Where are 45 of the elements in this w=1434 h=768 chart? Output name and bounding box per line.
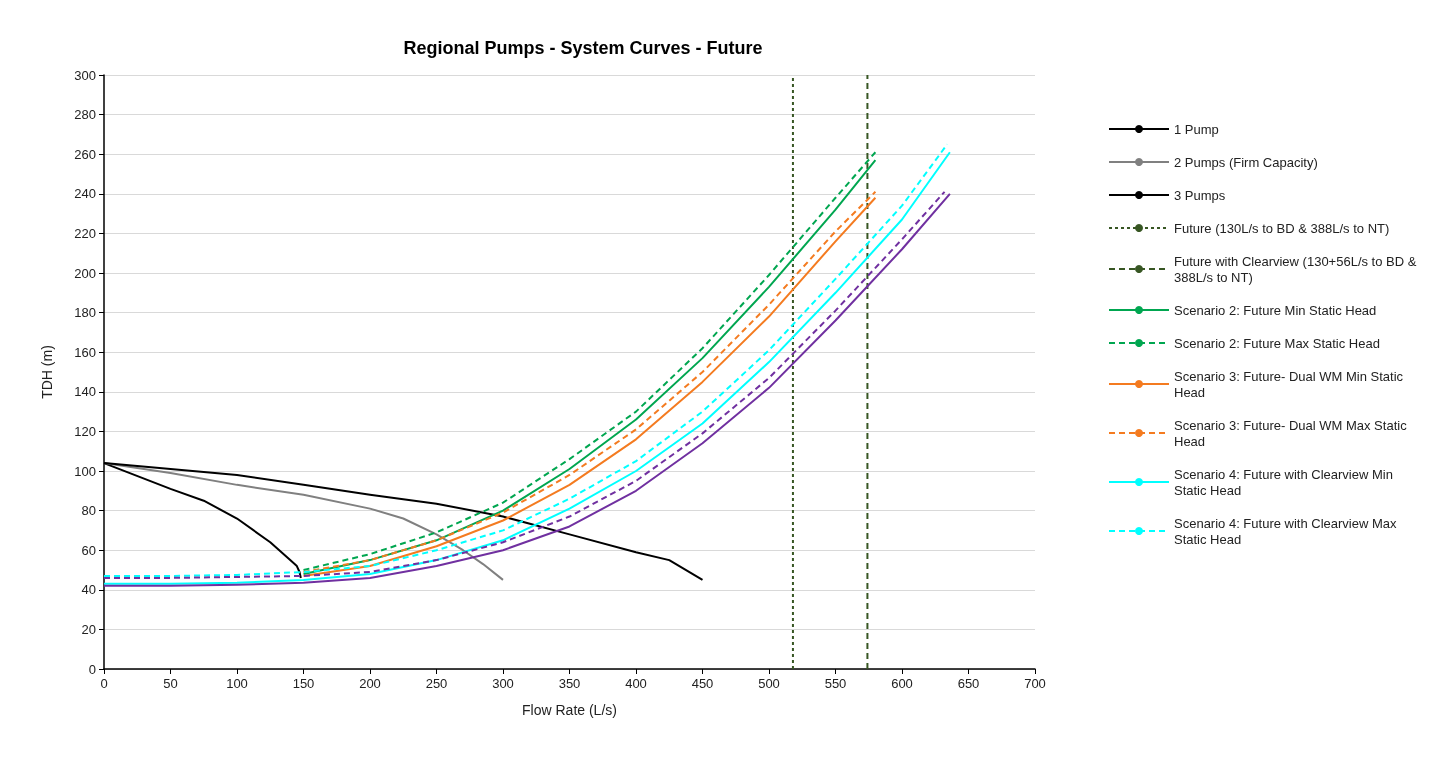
y-axis-title: TDH (m) [39,345,55,399]
legend-label: Scenario 4: Future with Clearview Max Static Head [1174,515,1401,547]
legend-label: Scenario 2: Future Min Static Head [1174,302,1377,318]
y-tick-label: 260 [74,146,96,162]
x-tick-label: 450 [691,676,714,691]
y-tick-label: 180 [74,305,96,321]
x-tick-label: 550 [824,676,847,691]
x-tick-label: 50 [163,676,178,691]
y-tick-label: 220 [74,225,96,241]
x-axis-title: Flow Rate (L/s) [522,702,617,718]
chart-title: Regional Pumps - System Curves - Future [403,38,763,58]
legend-label: Scenario 2: Future Max Static Head [1174,335,1380,351]
legend-label: Scenario 4: Future with Clearview Min Static Head [1174,466,1397,498]
x-tick-label: 250 [425,676,448,691]
y-tick-label: 0 [88,661,96,677]
x-tick-label: 100 [226,676,248,691]
x-tick-label: 200 [359,676,381,691]
legend-label: Scenario 3: Future- Dual WM Max Static Head [1174,417,1411,449]
y-tick-label: 200 [74,265,96,281]
legend-label: Future (130L/s to BD & 388L/s to NT) [1174,220,1390,236]
y-tick-label: 100 [74,463,96,479]
y-tick-label: 60 [81,542,96,558]
y-tick-label: 80 [81,503,96,519]
legend-label: Future with Clearview (130+56L/s to BD & 388L/s to NT) [1174,253,1421,285]
y-tick-label: 20 [81,621,96,637]
x-tick-label: 300 [492,676,514,691]
legend-label: 1 Pump [1174,121,1219,137]
x-tick-label: 400 [625,676,647,691]
x-tick-label: 600 [891,676,913,691]
x-tick-label: 650 [957,676,980,691]
legend-label: 3 Pumps [1174,187,1226,203]
x-tick-label: 700 [1024,676,1046,691]
y-tick-label: 120 [74,423,96,439]
x-tick-label: 500 [758,676,780,691]
y-tick-label: 160 [74,344,96,360]
x-tick-label: 150 [292,676,315,691]
y-tick-label: 300 [74,67,96,83]
y-tick-label: 240 [74,186,96,202]
y-tick-label: 40 [81,582,96,598]
x-tick-label: 0 [100,676,108,691]
x-tick-label: 350 [558,676,581,691]
y-tick-label: 140 [74,384,96,400]
legend-label: 2 Pumps (Firm Capacity) [1174,154,1318,170]
legend-label: Scenario 3: Future- Dual WM Min Static Head [1174,368,1407,400]
y-tick-label: 280 [74,107,96,123]
